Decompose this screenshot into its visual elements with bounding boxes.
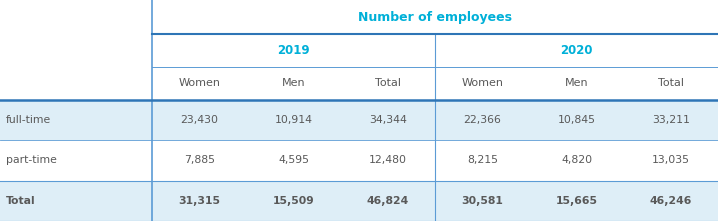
Text: 34,344: 34,344: [369, 115, 407, 125]
Text: Men: Men: [282, 78, 305, 88]
Text: 33,211: 33,211: [652, 115, 690, 125]
Bar: [0, 100, 718, 140]
Text: full-time: full-time: [6, 115, 51, 125]
Text: 4,595: 4,595: [278, 155, 309, 165]
Text: 10,845: 10,845: [558, 115, 595, 125]
Text: 7,885: 7,885: [184, 155, 215, 165]
Text: 30,581: 30,581: [462, 196, 503, 206]
Text: Women: Women: [178, 78, 220, 88]
Text: 12,480: 12,480: [369, 155, 407, 165]
Bar: [0, 0, 718, 34]
Text: 10,914: 10,914: [275, 115, 312, 125]
Text: 8,215: 8,215: [467, 155, 498, 165]
Text: Total: Total: [375, 78, 401, 88]
Text: 4,820: 4,820: [561, 155, 592, 165]
Text: 2020: 2020: [560, 44, 593, 57]
Bar: [0, 140, 718, 181]
Text: 15,665: 15,665: [556, 196, 597, 206]
Text: Men: Men: [565, 78, 588, 88]
Text: 23,430: 23,430: [180, 115, 218, 125]
Text: Total: Total: [658, 78, 684, 88]
Text: Total: Total: [6, 196, 35, 206]
Text: 46,824: 46,824: [367, 196, 409, 206]
Text: 15,509: 15,509: [273, 196, 314, 206]
Text: part-time: part-time: [6, 155, 57, 165]
Text: Women: Women: [461, 78, 503, 88]
Text: 46,246: 46,246: [650, 196, 692, 206]
Text: 22,366: 22,366: [463, 115, 501, 125]
Text: 13,035: 13,035: [652, 155, 690, 165]
Text: Number of employees: Number of employees: [358, 11, 512, 24]
Text: 31,315: 31,315: [178, 196, 220, 206]
Bar: [0, 34, 718, 67]
Bar: [0, 67, 718, 100]
Text: 2019: 2019: [277, 44, 310, 57]
Bar: [0, 181, 718, 221]
